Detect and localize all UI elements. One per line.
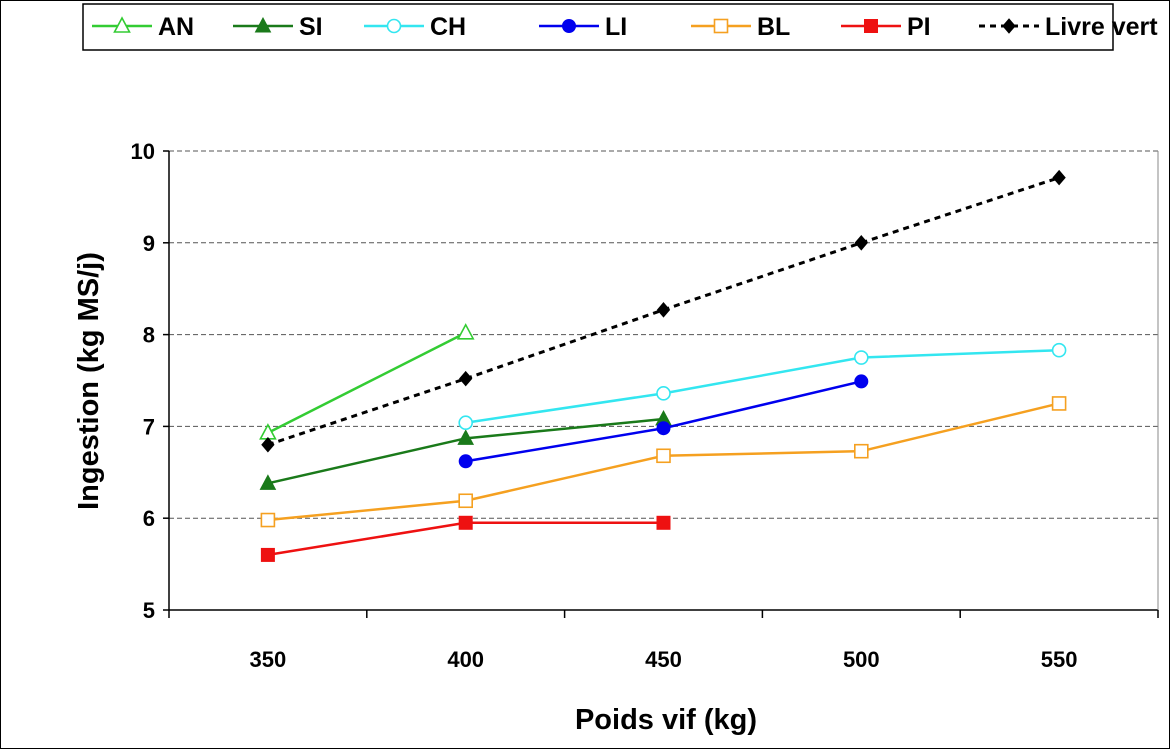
x-axis-title: Poids vif (kg) <box>575 704 757 736</box>
legend-item-pi: PI <box>841 13 931 41</box>
legend-marker-pi <box>864 19 878 33</box>
series-livre-vert <box>261 169 1066 453</box>
data-point-an <box>456 323 475 340</box>
series-line-livre-vert <box>267 176 1060 447</box>
data-point-ch <box>1051 342 1067 358</box>
series-line-ch <box>465 348 1060 424</box>
legend-label-pi: PI <box>907 13 931 41</box>
x-tick-label: 400 <box>447 647 484 672</box>
data-point-ch <box>458 415 474 431</box>
series-li <box>458 374 869 469</box>
y-tick-label: 8 <box>143 323 155 348</box>
y-tick-label: 10 <box>131 139 155 164</box>
data-point-pi <box>656 515 671 530</box>
legend-item-livre-vert: Livre vert <box>979 13 1158 41</box>
legend-item-li: LI <box>539 13 627 41</box>
data-point-li <box>458 454 473 469</box>
data-point-livre-vert <box>261 436 275 453</box>
legend-marker-ch <box>386 18 402 34</box>
x-tick-label: 550 <box>1041 647 1078 672</box>
x-tick-label: 350 <box>250 647 287 672</box>
legend-label-livre-vert: Livre vert <box>1045 13 1158 41</box>
data-point-pi <box>458 515 473 530</box>
series-line-an <box>267 331 467 434</box>
x-tick-label: 450 <box>645 647 682 672</box>
legend-label-si: SI <box>299 13 323 41</box>
series-group <box>259 169 1067 562</box>
y-axis-title: Ingestion (kg MS/j) <box>73 252 105 510</box>
y-tick-label: 9 <box>143 231 155 256</box>
legend-label-li: LI <box>605 13 627 41</box>
data-point-si <box>259 474 277 490</box>
legend-label-bl: BL <box>757 13 790 41</box>
data-point-livre-vert <box>1052 169 1066 186</box>
data-point-bl <box>853 443 869 459</box>
y-tick-label: 5 <box>143 598 155 623</box>
data-point-livre-vert <box>459 370 473 387</box>
series-si <box>259 409 672 490</box>
x-tick-label: 500 <box>843 647 880 672</box>
data-point-ch <box>853 350 869 365</box>
y-tick-label: 7 <box>143 414 155 439</box>
data-point-pi <box>260 547 275 562</box>
legend-label-ch: CH <box>430 13 466 41</box>
series-pi <box>260 515 671 562</box>
legend-item-ch: CH <box>364 13 466 41</box>
legend-marker-livre-vert <box>1002 18 1016 34</box>
data-point-li <box>656 421 671 436</box>
grid-lines <box>169 150 1158 519</box>
axes <box>163 150 1159 618</box>
legend-marker-si <box>254 16 272 33</box>
legend-item-an: AN <box>92 13 194 41</box>
legend-item-si: SI <box>233 13 323 41</box>
data-point-bl <box>458 493 474 509</box>
data-point-ch <box>656 386 671 401</box>
legend-marker-li <box>562 19 576 33</box>
data-point-bl <box>1051 396 1067 411</box>
series-an <box>259 323 475 440</box>
series-bl <box>260 396 1067 528</box>
y-tick-label: 6 <box>143 506 155 531</box>
y-tick-labels: 5 6 7 8 9 10 <box>131 139 155 623</box>
data-point-bl <box>656 448 671 464</box>
legend-marker-bl <box>713 18 729 34</box>
x-tick-labels: 350 400 450 500 550 <box>250 647 1078 672</box>
legend-marker-an <box>113 16 131 33</box>
series-ch <box>458 342 1067 431</box>
data-point-livre-vert <box>854 235 868 251</box>
legend-item-bl: BL <box>691 13 790 41</box>
data-point-livre-vert <box>656 302 671 318</box>
legend-label-an: AN <box>158 13 194 41</box>
data-point-bl <box>260 512 276 528</box>
data-point-an <box>259 423 277 440</box>
data-point-li <box>854 374 869 389</box>
legend: AN SI CH LI BL PI Livre vert <box>82 3 1158 51</box>
data-point-si <box>457 429 475 445</box>
